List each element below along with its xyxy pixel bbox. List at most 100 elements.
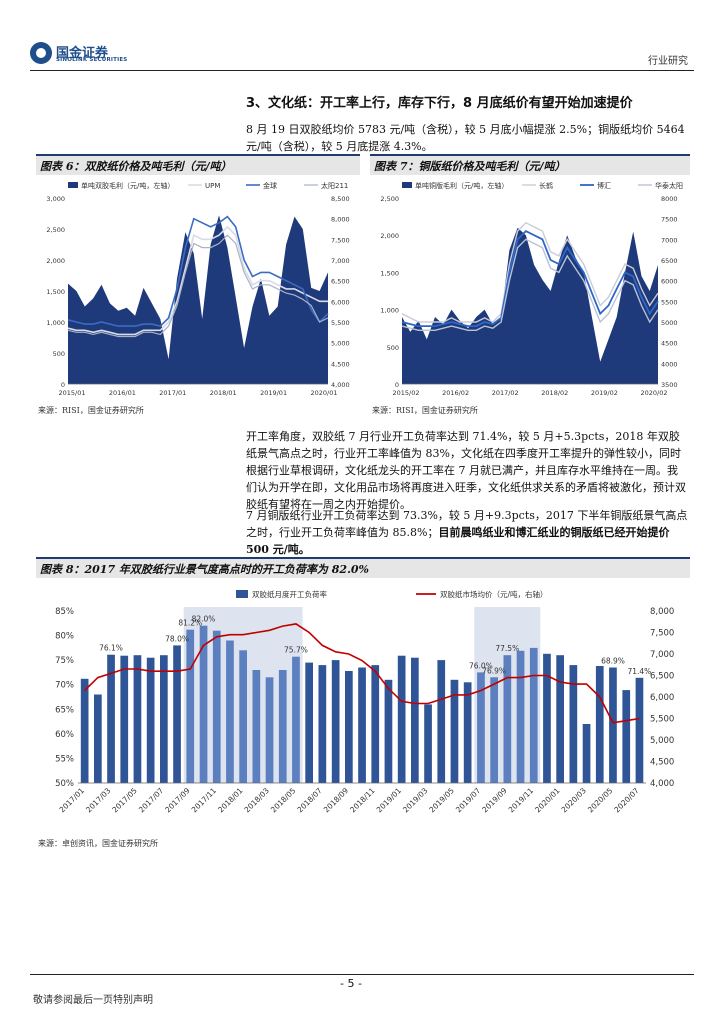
fig8-bar [345,671,353,783]
fig7-legend-label-1: 长鹤 [539,181,553,190]
fig8-left-tick: 70% [55,681,74,691]
fig8-source: 来源：卓创资讯，国金证券研究所 [38,839,158,848]
fig7-source: 来源：RISI，国金证券研究所 [372,406,478,415]
fig8-data-label: 75.7% [284,646,308,655]
fig6-x-tick: 2018/01 [210,389,237,397]
fig8-bar [569,665,578,783]
page-header: 国金证券 SINOLINK SECURITIES 行业研究 [30,40,694,68]
fig8-bar [278,670,287,783]
fig8-x-tick: 2019/05 [427,786,456,815]
fig8-x-tick: 2018/01 [216,786,245,815]
fig8-right-tick: 5,000 [650,736,674,746]
fig8-data-label: 76.9% [482,666,506,675]
fig7-chart: 单吨铜版毛利（元/吨，左轴） 长鹤 博汇 华泰太阳 2,500 2,000 1,500 1,0… [380,181,683,397]
header-divider [30,70,694,71]
fig7-left-tick: 1,000 [380,307,399,315]
fig8-left-tick: 65% [55,705,74,715]
logo-mark-icon [30,42,52,64]
fig6-x-tick: 2015/01 [58,389,85,397]
fig7-legend-label-0: 单吨铜版毛利（元/吨，左轴） [415,181,508,190]
fig8-bar [107,654,115,783]
fig7-left-tick: 2,500 [380,195,399,203]
fig8-right-tick: 4,000 [650,779,674,789]
fig8-x-tick: 2018/09 [322,786,351,815]
fig6-line-series-1 [67,225,328,336]
fig8-bar [371,665,380,783]
fig7-line-series-1 [401,221,659,323]
footer-divider [30,974,694,975]
fig7-title: 图表 7：铜版纸价格及吨毛利（元/吨） [370,156,690,175]
logo-cn-text: 国金证券 [56,46,109,61]
fig7-legend-label-3: 华泰太阳 [655,181,683,190]
fig6-right-tick: 6,500 [331,278,350,286]
fig7-legend-label-2: 博汇 [597,181,611,190]
paragraph-coated-bold: 目前晨鸣纸业和博汇纸业的铜版纸已经开始提价 500 元/吨。 [246,526,670,556]
fig8-right-tick: 7,500 [650,629,674,639]
fig7-right-tick: 5500 [661,298,678,306]
fig8-bar [94,694,102,783]
fig6-x-tick: 2020/01 [310,389,337,397]
fig8-x-tick: 2017/07 [137,786,166,815]
fig8-data-label: 76.0% [469,661,493,670]
fig8-data-label: 68.9% [601,657,625,666]
fig7-x-tick: 2020/02 [640,389,667,397]
paragraph-coated-normal: 7 月铜版纸行业开工负荷率达到 73.3%，较 5 月+9.3pcts，2017… [246,509,688,539]
fig6-left-tick: 0 [61,381,65,389]
fig8-bar [252,670,261,783]
fig7-right-tick: 6500 [661,257,678,265]
fig6-line-series-2 [67,215,329,327]
fig8-data-label: 78.0% [165,634,189,643]
fig7-area-series [402,227,658,384]
fig7-right-tick: 5000 [661,319,678,327]
fig8-x-tick: 2017/03 [84,786,113,815]
fig6-left-tick: 2,000 [46,257,65,265]
fig8-bar [265,677,274,783]
fig7-left-tick: 0 [395,381,399,389]
fig8-legend-line-label: 双胶纸市场均价（元/吨，右轴） [440,589,548,599]
fig6-right-tick: 5,500 [331,319,350,327]
fig8-x-tick: 2018/11 [348,786,377,815]
fig8-right-tick: 6,000 [650,693,674,703]
fig6-legend-label-3: 太阳211 [321,181,348,190]
fig8-x-tick: 2020/07 [612,786,641,815]
fig8-x-tick: 2020/05 [586,786,615,815]
fig6-left-tick: 3,000 [46,195,65,203]
fig7-right-tick: 6000 [661,278,678,286]
company-logo: 国金证券 SINOLINK SECURITIES [30,42,140,68]
fig7-right-tick: 7500 [661,216,678,224]
fig8-bar [463,682,472,783]
fig6-x-tick: 2019/01 [260,389,287,397]
footer-disclaimer: 敬请参阅最后一页特别声明 [33,995,153,1006]
fig8-bar [397,655,406,783]
fig8-left-tick: 60% [55,730,74,740]
fig7-x-tick: 2015/02 [392,389,419,397]
fig6-source: 来源：RISI，国金证券研究所 [38,406,144,415]
fig8-right-tick: 8,000 [650,607,674,617]
fig7-line-series-2 [401,230,659,327]
fig8-left-tick: 50% [55,779,74,789]
fig8-bar [516,650,525,783]
fig6-legend-label-2: 金球 [263,181,277,190]
fig7-x-tick: 2017/02 [492,389,519,397]
fig8-bar [226,640,234,783]
fig8-bar [146,657,155,783]
fig6-left-tick: 500 [53,350,65,358]
fig6-title: 图表 6：双胶纸价格及吨毛利（元/吨） [36,156,360,175]
fig7-x-tick: 2018/02 [541,389,568,397]
fig8-bar [582,724,591,783]
fig8-x-tick: 2017/09 [163,786,192,815]
fig7-line-series-3 [401,238,659,331]
report-type: 行业研究 [648,56,688,67]
paragraph-price: 8 月 19 日双胶纸均价 5783 元/吨（含税），较 5 月底小幅提涨 2.… [246,123,685,153]
fig8-bar [556,655,564,783]
fig7-right-tick: 8000 [661,195,678,203]
fig8-x-tick: 2017/11 [190,786,219,815]
fig8-data-label: 71.4% [627,667,651,676]
fig8-bar [358,667,366,783]
fig7-right-tick: 7000 [661,236,678,244]
fig8-x-tick: 2017/01 [58,786,87,815]
fig7-x-tick: 2016/02 [442,389,469,397]
fig8-x-tick: 2017/05 [110,786,139,815]
fig6-right-tick: 7,500 [331,236,350,244]
fig8-right-tick: 5,500 [650,715,674,725]
